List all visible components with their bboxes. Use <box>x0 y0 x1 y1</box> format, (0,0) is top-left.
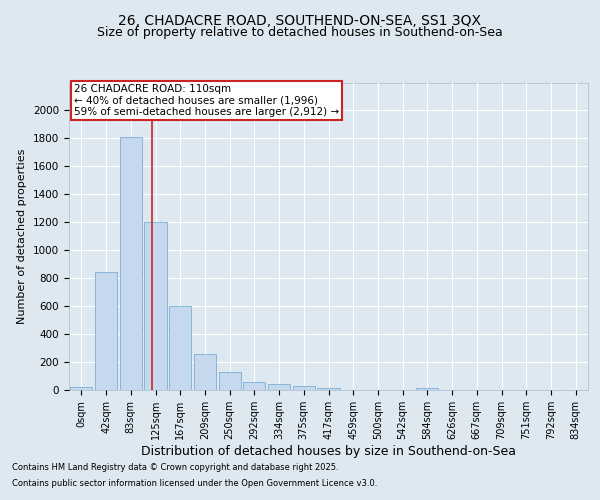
Bar <box>317 388 340 390</box>
Text: 26 CHADACRE ROAD: 110sqm
← 40% of detached houses are smaller (1,996)
59% of sem: 26 CHADACRE ROAD: 110sqm ← 40% of detach… <box>74 84 340 117</box>
X-axis label: Distribution of detached houses by size in Southend-on-Sea: Distribution of detached houses by size … <box>141 444 516 458</box>
Bar <box>293 386 315 390</box>
Bar <box>95 272 117 390</box>
Text: Contains public sector information licensed under the Open Government Licence v3: Contains public sector information licen… <box>12 478 377 488</box>
Bar <box>268 384 290 390</box>
Bar <box>243 382 265 390</box>
Text: 26, CHADACRE ROAD, SOUTHEND-ON-SEA, SS1 3QX: 26, CHADACRE ROAD, SOUTHEND-ON-SEA, SS1 … <box>119 14 482 28</box>
Y-axis label: Number of detached properties: Number of detached properties <box>17 148 28 324</box>
Bar <box>119 137 142 390</box>
Text: Contains HM Land Registry data © Crown copyright and database right 2025.: Contains HM Land Registry data © Crown c… <box>12 464 338 472</box>
Bar <box>194 354 216 390</box>
Text: Size of property relative to detached houses in Southend-on-Sea: Size of property relative to detached ho… <box>97 26 503 39</box>
Bar <box>169 306 191 390</box>
Bar <box>70 387 92 390</box>
Bar <box>145 222 167 390</box>
Bar <box>218 372 241 390</box>
Bar <box>416 388 439 390</box>
